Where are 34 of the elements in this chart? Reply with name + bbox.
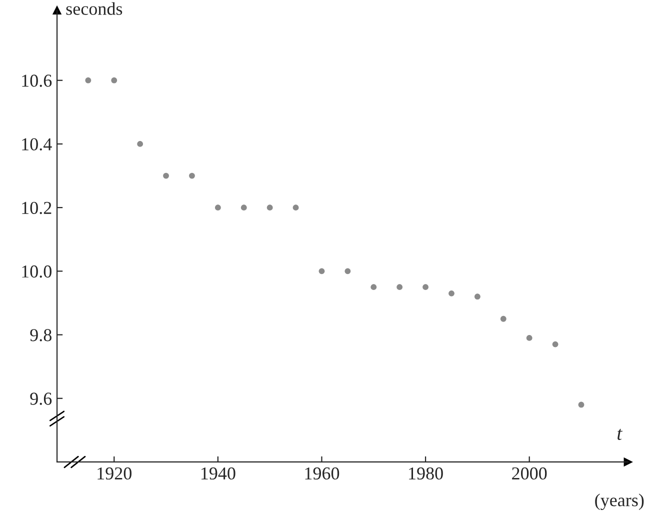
point: [214, 204, 221, 211]
point: [163, 172, 169, 179]
point: [578, 402, 584, 408]
point: [526, 335, 532, 341]
point: [318, 268, 325, 274]
point: [240, 204, 247, 211]
point: [111, 77, 118, 84]
point: [422, 284, 428, 290]
x-tick-label: 1980: [409, 467, 443, 480]
point: [344, 268, 351, 274]
x-tick-label: 2000: [512, 467, 547, 480]
point: [396, 284, 403, 290]
y-tick-label: 10.6: [22, 74, 52, 87]
x-tick-label: 1920: [98, 467, 132, 480]
x-axis-title: t: [618, 428, 622, 440]
y-tick-label: 10.4: [22, 138, 52, 150]
y-tick-label: 9.6: [30, 392, 52, 405]
x-tick-label: 1940: [201, 467, 236, 480]
text: (years): [595, 494, 644, 510]
point: [266, 204, 273, 211]
x-tick-label: 1960: [305, 467, 340, 480]
point: [189, 172, 195, 179]
point: [474, 294, 480, 300]
point: [552, 341, 558, 348]
y-tick-label: 10.0: [22, 265, 52, 278]
point: [292, 204, 299, 211]
point: [500, 316, 506, 322]
point: [137, 141, 144, 147]
point: [448, 290, 454, 296]
point: [85, 77, 92, 84]
y-tick-label: 9.8: [30, 329, 52, 342]
point: [370, 284, 377, 290]
y-tick-label: 10.2: [22, 202, 52, 214]
y-axis-title: seconds: [66, 2, 122, 15]
